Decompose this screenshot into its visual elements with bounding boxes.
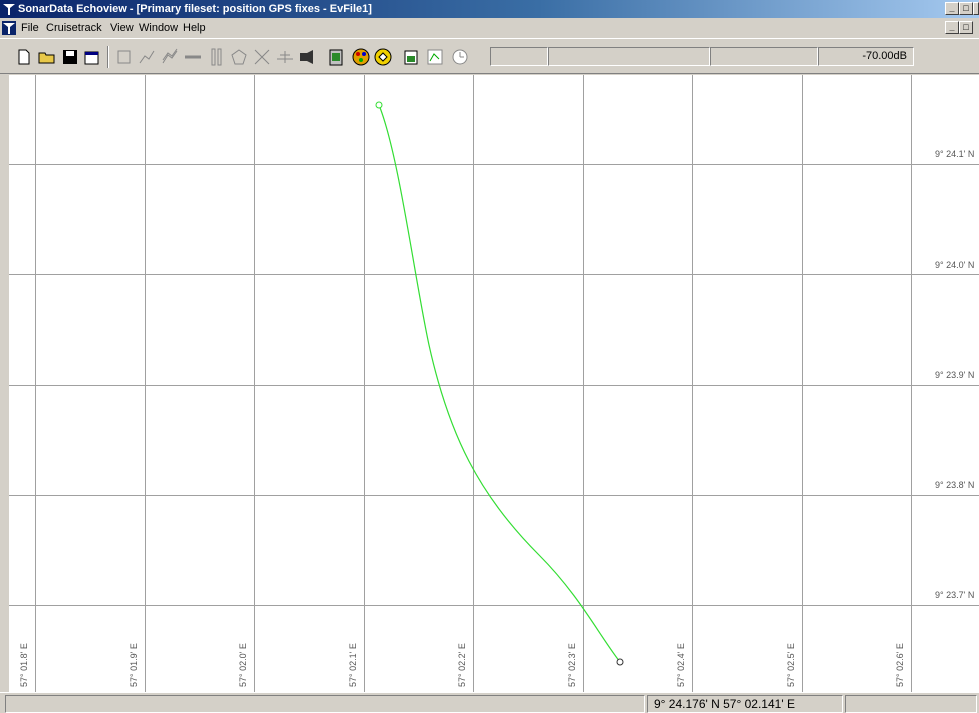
window-title: SonarData Echoview - [Primary fileset: p…: [18, 3, 372, 15]
status-message: [5, 695, 645, 713]
longitude-label: 57° 01.8' E: [19, 643, 29, 687]
doc-restore-button[interactable]: □: [959, 21, 973, 34]
menu-window[interactable]: Window: [139, 22, 179, 34]
latitude-label: 9° 24.1' N: [935, 149, 975, 159]
map-grid: [9, 75, 979, 692]
longitude-label: 57° 02.5' E: [786, 643, 796, 687]
status-panel-2: [548, 47, 710, 66]
longitude-label: 57° 01.9' E: [129, 643, 139, 687]
track-end-marker[interactable]: [616, 658, 624, 666]
threshold-display: -70.00dB: [818, 47, 914, 66]
close-button[interactable]: [973, 2, 979, 15]
clock-icon[interactable]: [450, 47, 470, 67]
longitude-label: 57° 02.1' E: [348, 643, 358, 687]
rectangle-tool-icon[interactable]: [114, 47, 134, 67]
region-tool-icon[interactable]: [160, 47, 180, 67]
polygon-tool-icon[interactable]: [229, 47, 249, 67]
save-icon[interactable]: [60, 47, 80, 67]
toolbar-separator: [107, 46, 109, 68]
doc-minimize-button[interactable]: _: [945, 21, 959, 34]
longitude-label: 57° 02.6' E: [895, 643, 905, 687]
status-panel-1: [490, 47, 548, 66]
latitude-label: 9° 24.0' N: [935, 260, 975, 270]
settings-icon[interactable]: [401, 47, 421, 67]
app-icon: [2, 2, 16, 16]
zoom-tool-icon[interactable]: [252, 47, 272, 67]
document-icon[interactable]: [2, 21, 16, 35]
map-icon[interactable]: [425, 47, 445, 67]
longitude-label: 57° 02.3' E: [567, 643, 577, 687]
minimize-button[interactable]: _: [945, 2, 959, 15]
polyline-tool-icon[interactable]: [137, 47, 157, 67]
cursor-position: 9° 24.176' N 57° 02.141' E: [647, 695, 843, 713]
measure-tool-icon[interactable]: [275, 47, 295, 67]
status-bar: 9° 24.176' N 57° 02.141' E: [0, 692, 979, 713]
export-icon[interactable]: [326, 47, 346, 67]
menu-cruisetrack[interactable]: Cruisetrack: [46, 22, 102, 34]
title-bar: SonarData Echoview - [Primary fileset: p…: [0, 0, 979, 18]
new-file-icon[interactable]: [14, 47, 34, 67]
longitude-label: 57° 02.2' E: [457, 643, 467, 687]
menu-file[interactable]: File: [21, 22, 39, 34]
horizontal-line-tool-icon[interactable]: [183, 47, 203, 67]
latitude-label: 9° 23.7' N: [935, 590, 975, 600]
longitude-label: 57° 02.0' E: [238, 643, 248, 687]
menu-view[interactable]: View: [110, 22, 134, 34]
latitude-label: 9° 23.8' N: [935, 480, 975, 490]
status-extra: [845, 695, 977, 713]
color-icon[interactable]: [373, 47, 393, 67]
longitude-label: 57° 02.4' E: [676, 643, 686, 687]
cruise-track-line[interactable]: [378, 104, 621, 663]
palette-icon[interactable]: [351, 47, 371, 67]
vertical-line-tool-icon[interactable]: [206, 47, 226, 67]
cruisetrack-map[interactable]: 9° 24.1' N 9° 24.0' N 9° 23.9' N 9° 23.8…: [9, 75, 979, 692]
track-start-marker[interactable]: [375, 101, 383, 109]
latitude-label: 9° 23.9' N: [935, 370, 975, 380]
menu-bar: File Cruisetrack View Window Help _ □: [0, 18, 979, 38]
echogram-icon[interactable]: [297, 47, 317, 67]
restore-button[interactable]: □: [959, 2, 973, 15]
open-folder-icon[interactable]: [37, 47, 57, 67]
left-border: [0, 75, 9, 692]
menu-help[interactable]: Help: [183, 22, 206, 34]
status-panel-3: [710, 47, 818, 66]
properties-icon[interactable]: [82, 47, 102, 67]
toolbar: -70.00dB: [0, 38, 979, 74]
